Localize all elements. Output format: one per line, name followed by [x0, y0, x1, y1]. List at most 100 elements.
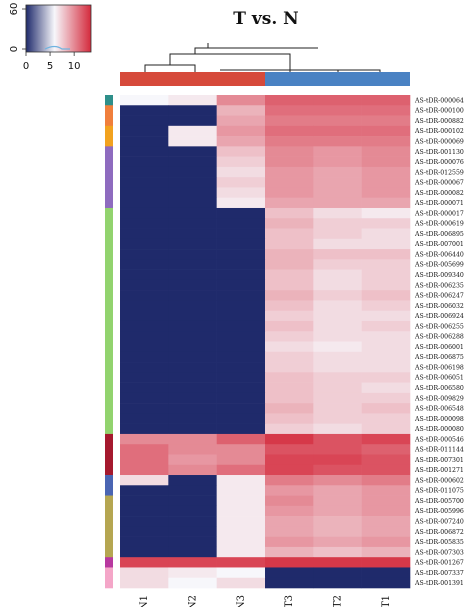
heatmap-cell	[265, 557, 314, 568]
heatmap-cell	[265, 454, 314, 466]
row-label: AS-tDR-007337	[414, 570, 464, 577]
row-label: AS-tDR-005699	[414, 262, 464, 269]
heatmap-cell	[168, 464, 217, 476]
heatmap-cell	[168, 279, 217, 291]
heatmap-cell	[361, 228, 411, 240]
heatmap-cell	[265, 433, 314, 445]
heatmap-cell	[168, 249, 217, 260]
row-label: AS-tDR-000082	[414, 190, 464, 197]
heatmap-cell	[265, 115, 314, 127]
heatmap-cell	[120, 536, 169, 548]
row-label: AS-tDR-011144	[414, 447, 464, 454]
heatmap-cell	[168, 557, 217, 568]
heatmap-cell	[265, 423, 314, 435]
heatmap-cell	[265, 166, 314, 178]
row-group-swatch	[105, 105, 113, 127]
heatmap-cell	[168, 567, 217, 579]
heatmap-cell	[313, 341, 362, 353]
row-label: AS-tDR-006032	[414, 303, 464, 310]
heatmap-cell	[361, 238, 411, 250]
heatmap-cell	[265, 505, 314, 517]
heatmap-cell	[216, 485, 266, 496]
heatmap-cell	[216, 464, 266, 476]
heatmap-cell	[361, 546, 411, 558]
heatmap-cell	[361, 382, 411, 394]
heatmap-cell	[361, 320, 411, 332]
heatmap-cell	[168, 310, 217, 322]
heatmap-cell	[216, 136, 266, 147]
heatmap-cell	[120, 372, 169, 383]
heatmap-cell	[168, 300, 217, 311]
heatmap-cell	[361, 505, 411, 517]
heatmap-cell	[216, 392, 266, 404]
heatmap-cell	[168, 351, 217, 363]
heatmap-cell	[361, 403, 411, 414]
heatmap-cell	[120, 259, 169, 270]
color-key-hist-tick-label: 60	[9, 3, 20, 16]
heatmap-cell	[313, 187, 362, 199]
column-group-swatch	[265, 72, 410, 86]
heatmap-cell	[313, 526, 362, 537]
heatmap-cell	[313, 279, 362, 291]
heatmap-cell	[120, 269, 169, 281]
row-label: AS-tDR-007303	[414, 549, 464, 556]
row-label: AS-tDR-000071	[414, 200, 464, 207]
heatmap-cell	[168, 475, 217, 486]
heatmap-cell	[265, 526, 314, 537]
row-label: AS-tDR-001391	[414, 580, 464, 587]
heatmap-cell	[216, 115, 266, 127]
chart-title: T vs. N	[233, 9, 298, 29]
heatmap-cell	[168, 115, 217, 127]
column-dendrogram	[144, 43, 381, 73]
row-label: AS-tDR-000064	[414, 97, 464, 104]
heatmap-cell	[265, 259, 314, 270]
heatmap-cell	[120, 362, 169, 373]
heatmap-cell	[361, 136, 411, 147]
heatmap-cell	[120, 228, 169, 240]
heatmap-cell	[216, 259, 266, 270]
row-label: AS-tDR-007240	[414, 519, 464, 526]
heatmap-cell	[361, 310, 411, 322]
heatmap-cell	[361, 557, 411, 568]
heatmap-cell	[361, 187, 411, 199]
heatmap-cell	[168, 125, 217, 137]
row-label: AS-tDR-009829	[414, 395, 464, 402]
heatmap-cell	[313, 454, 362, 466]
heatmap-cell	[120, 516, 169, 527]
heatmap-cell	[265, 444, 314, 455]
heatmap-cell	[216, 331, 266, 342]
heatmap-cell	[265, 310, 314, 322]
heatmap-cell	[120, 475, 169, 486]
heatmap-cell	[313, 177, 362, 188]
heatmap-cell	[313, 228, 362, 240]
heatmap-cell	[313, 300, 362, 311]
heatmap-cell	[216, 125, 266, 137]
heatmap-cell	[168, 95, 217, 106]
heatmap-cell	[216, 351, 266, 363]
heatmap-cell	[361, 115, 411, 127]
heatmap-cell	[216, 238, 266, 250]
heatmap-cell	[313, 505, 362, 517]
heatmap-cell	[168, 341, 217, 353]
row-label: AS-tDR-005996	[414, 508, 464, 515]
heatmap-cell	[168, 516, 217, 527]
heatmap-cell	[120, 207, 169, 219]
heatmap-cell	[361, 156, 411, 168]
column-label: N1	[139, 595, 150, 607]
heatmap-cell	[120, 300, 169, 311]
color-key-tick-label: 5	[47, 61, 53, 72]
heatmap-cell	[361, 526, 411, 537]
heatmap-cell	[120, 310, 169, 322]
heatmap-cell	[361, 218, 411, 229]
heatmap-cell	[216, 279, 266, 291]
heatmap-cell	[265, 577, 314, 589]
heatmap-cell	[265, 475, 314, 486]
heatmap-cell	[216, 382, 266, 394]
heatmap-cell	[361, 105, 411, 116]
heatmap-cell	[120, 115, 169, 127]
heatmap-cell	[168, 382, 217, 394]
heatmap-cell	[168, 166, 217, 178]
row-label: AS-tDR-006895	[414, 231, 464, 238]
heatmap-cell	[120, 218, 169, 229]
heatmap-cell	[216, 156, 266, 168]
